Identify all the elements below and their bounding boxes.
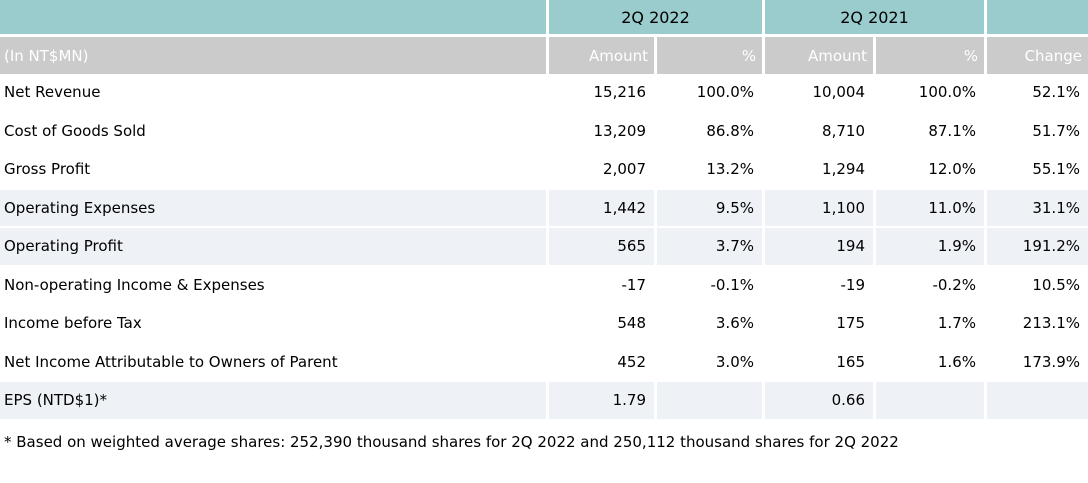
cell-pct-2022: 13.2% bbox=[654, 151, 762, 188]
cell-change: 191.2% bbox=[984, 228, 1088, 265]
cell-amount-2021: 194 bbox=[762, 228, 873, 265]
table-row-eps: EPS (NTD$1)* 1.79 0.66 bbox=[0, 382, 1088, 421]
cell-amount-2022: 1.79 bbox=[546, 382, 654, 419]
cell-amount-2022: 548 bbox=[546, 305, 654, 342]
cell-pct-2022: 3.7% bbox=[654, 228, 762, 265]
cell-pct-2022: 100.0% bbox=[654, 74, 762, 111]
cell-amount-2021: 1,100 bbox=[762, 189, 873, 226]
col-header-pct-2022: % bbox=[654, 37, 762, 74]
cell-amount-2022: 15,216 bbox=[546, 74, 654, 111]
row-label: Non-operating Income & Expenses bbox=[4, 275, 265, 294]
corner-spacer bbox=[0, 0, 546, 34]
change-group-spacer bbox=[984, 0, 1088, 34]
cell-pct-2022: 3.6% bbox=[654, 305, 762, 342]
cell-amount-2021: 1,294 bbox=[762, 151, 873, 188]
row-label: Net Revenue bbox=[4, 83, 101, 102]
column-group-2q2021: 2Q 2021 bbox=[762, 0, 984, 34]
cell-change: 213.1% bbox=[984, 305, 1088, 342]
cell-amount-2022: 2,007 bbox=[546, 151, 654, 188]
table-row-cogs: Cost of Goods Sold 13,209 86.8% 8,710 87… bbox=[0, 112, 1088, 151]
cell-change: 173.9% bbox=[984, 343, 1088, 380]
table-row-net-revenue: Net Revenue 15,216 100.0% 10,004 100.0% … bbox=[0, 74, 1088, 113]
unit-label: (In NT$MN) bbox=[0, 37, 546, 74]
column-group-2q2022: 2Q 2022 bbox=[546, 0, 762, 34]
cell-amount-2022: -17 bbox=[546, 266, 654, 303]
col-header-pct-2021: % bbox=[873, 37, 984, 74]
table-row-operating-expenses: Operating Expenses 1,442 9.5% 1,100 11.0… bbox=[0, 189, 1088, 228]
cell-pct-2021 bbox=[873, 382, 984, 419]
cell-amount-2022: 13,209 bbox=[546, 112, 654, 149]
table-row-operating-profit: Operating Profit 565 3.7% 194 1.9% 191.2… bbox=[0, 228, 1088, 267]
table-row-non-operating: Non-operating Income & Expenses -17 -0.1… bbox=[0, 266, 1088, 305]
cell-amount-2022: 565 bbox=[546, 228, 654, 265]
col-header-change: Change bbox=[984, 37, 1088, 74]
row-label: Operating Expenses bbox=[0, 189, 546, 226]
cell-amount-2021: 8,710 bbox=[762, 112, 873, 149]
cell-amount-2021: -19 bbox=[762, 266, 873, 303]
row-label: Cost of Goods Sold bbox=[4, 121, 146, 140]
cell-pct-2021: 1.7% bbox=[873, 305, 984, 342]
table-row-income-before-tax: Income before Tax 548 3.6% 175 1.7% 213.… bbox=[0, 305, 1088, 344]
cell-change: 51.7% bbox=[984, 112, 1088, 149]
row-label: Operating Profit bbox=[0, 228, 546, 265]
cell-pct-2021: 12.0% bbox=[873, 151, 984, 188]
cell-amount-2021: 165 bbox=[762, 343, 873, 380]
table-row-net-income: Net Income Attributable to Owners of Par… bbox=[0, 343, 1088, 382]
cell-amount-2021: 0.66 bbox=[762, 382, 873, 419]
cell-pct-2021: -0.2% bbox=[873, 266, 984, 303]
cell-change bbox=[984, 382, 1088, 419]
cell-amount-2022: 1,442 bbox=[546, 189, 654, 226]
row-label: Income before Tax bbox=[4, 314, 142, 333]
cell-change: 55.1% bbox=[984, 151, 1088, 188]
cell-pct-2021: 100.0% bbox=[873, 74, 984, 111]
cell-amount-2022: 452 bbox=[546, 343, 654, 380]
cell-pct-2021: 1.6% bbox=[873, 343, 984, 380]
row-label: Net Income Attributable to Owners of Par… bbox=[4, 352, 338, 371]
cell-pct-2021: 1.9% bbox=[873, 228, 984, 265]
col-header-amount-2021: Amount bbox=[762, 37, 873, 74]
row-label: Gross Profit bbox=[4, 160, 91, 179]
cell-pct-2022: 9.5% bbox=[654, 189, 762, 226]
period-header-row: 2Q 2022 2Q 2021 bbox=[0, 0, 1088, 34]
cell-pct-2021: 11.0% bbox=[873, 189, 984, 226]
cell-pct-2022: -0.1% bbox=[654, 266, 762, 303]
weighted-average-shares-footnote: * Based on weighted average shares: 252,… bbox=[4, 432, 899, 451]
cell-pct-2021: 87.1% bbox=[873, 112, 984, 149]
cell-amount-2021: 10,004 bbox=[762, 74, 873, 111]
cell-pct-2022: 3.0% bbox=[654, 343, 762, 380]
cell-amount-2021: 175 bbox=[762, 305, 873, 342]
cell-pct-2022: 86.8% bbox=[654, 112, 762, 149]
row-label: EPS (NTD$1)* bbox=[0, 382, 546, 419]
cell-change: 52.1% bbox=[984, 74, 1088, 111]
column-header-row: (In NT$MN) Amount % Amount % Change bbox=[0, 37, 1088, 74]
col-header-amount-2022: Amount bbox=[546, 37, 654, 74]
header-divider bbox=[0, 34, 1088, 37]
cell-change: 10.5% bbox=[984, 266, 1088, 303]
table-row-gross-profit: Gross Profit 2,007 13.2% 1,294 12.0% 55.… bbox=[0, 151, 1088, 190]
cell-pct-2022 bbox=[654, 382, 762, 419]
cell-change: 31.1% bbox=[984, 189, 1088, 226]
